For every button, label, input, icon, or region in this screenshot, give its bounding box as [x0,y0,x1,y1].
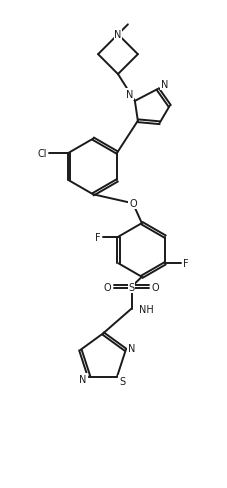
Text: NH: NH [139,304,153,314]
Text: O: O [103,282,111,292]
Text: F: F [94,232,100,242]
Text: N: N [114,30,121,40]
Text: N: N [160,80,168,90]
Text: S: S [128,282,134,292]
Text: N: N [79,374,86,384]
Text: N: N [126,90,133,100]
Text: O: O [128,199,136,209]
Text: F: F [182,259,188,269]
Text: Cl: Cl [37,148,47,158]
Text: N: N [128,343,135,353]
Text: S: S [118,376,125,386]
Text: O: O [151,282,158,292]
